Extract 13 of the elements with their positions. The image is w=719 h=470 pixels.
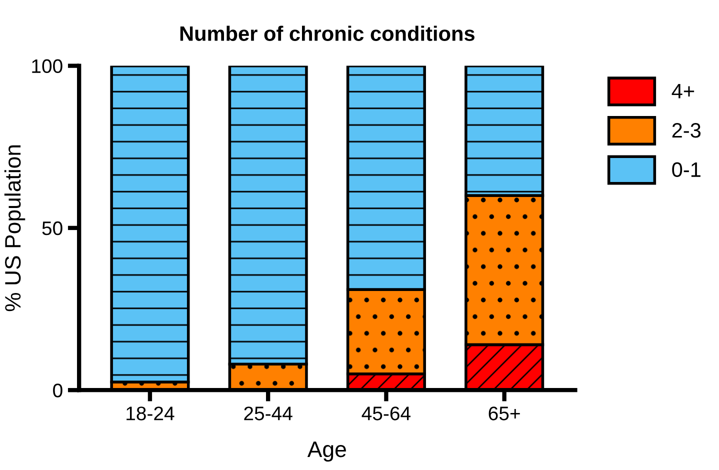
- x-tick-label: 18-24: [126, 406, 174, 420]
- legend-label: 0-1: [672, 162, 700, 178]
- y-tick-label: 0: [53, 384, 62, 398]
- x-axis-title: Age: [307, 442, 346, 462]
- x-tick-label: 25-44: [244, 406, 292, 420]
- y-tick-label: 100: [32, 59, 62, 74]
- y-axis-title: % US Population: [4, 145, 26, 312]
- chart-title: Number of chronic conditions: [180, 26, 474, 42]
- legend-label: 4+: [672, 84, 694, 98]
- legend-label: 2-3: [672, 122, 701, 138]
- y-tick-label: 50: [42, 221, 62, 236]
- x-tick-label: 45-64: [362, 406, 411, 420]
- x-tick-label: 65+: [488, 406, 520, 420]
